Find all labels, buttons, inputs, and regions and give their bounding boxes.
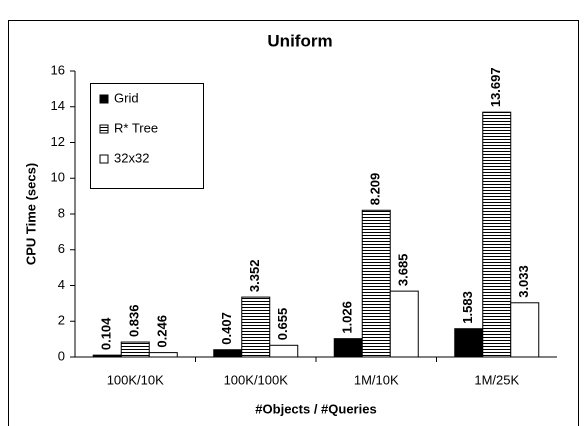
y-axis-label: CPU Time (secs): [23, 163, 38, 265]
bar: [213, 349, 243, 358]
value-label: 0.104: [99, 317, 114, 350]
bar: [269, 344, 299, 358]
y-tick-label: 6: [58, 241, 65, 256]
x-tick-label: 1M/10K: [354, 372, 399, 387]
x-tick-label: 1M/25K: [474, 372, 519, 387]
bar: [361, 209, 391, 358]
bar: [92, 354, 122, 358]
bar: [241, 296, 271, 358]
y-tick-label: 2: [58, 313, 65, 328]
value-label: 1.583: [460, 291, 475, 324]
value-label: 13.697: [488, 67, 503, 107]
value-label: 0.836: [127, 305, 142, 338]
y-tick-label: 16: [51, 62, 65, 77]
bar: [333, 338, 363, 358]
x-axis-label: #Objects / #Queries: [255, 401, 376, 416]
value-label: 8.209: [368, 173, 383, 206]
legend-swatch: [99, 124, 109, 134]
y-tick-label: 12: [51, 134, 65, 149]
bar: [389, 290, 419, 358]
legend-label: Grid: [114, 90, 139, 105]
y-tick-label: 0: [58, 348, 65, 363]
x-tick-label: 100K/100K: [224, 372, 289, 387]
bar: [148, 352, 178, 358]
y-tick-label: 14: [51, 98, 65, 113]
value-label: 0.407: [219, 312, 234, 345]
bar: [482, 111, 512, 358]
bar: [510, 302, 540, 358]
value-label: 3.352: [247, 260, 262, 293]
legend-label: R* Tree: [114, 120, 158, 135]
value-label: 3.033: [516, 265, 531, 298]
y-tick-label: 4: [58, 277, 65, 292]
y-tick-label: 10: [51, 170, 65, 185]
bar: [454, 328, 484, 358]
y-tick-label: 8: [58, 205, 65, 220]
legend-swatch: [99, 94, 109, 104]
value-label: 3.685: [396, 254, 411, 287]
legend-swatch: [99, 154, 109, 164]
value-label: 1.026: [340, 301, 355, 334]
legend-box: [90, 83, 204, 189]
value-label: 0.655: [275, 308, 290, 341]
legend-label: 32x32: [114, 150, 149, 165]
chart-title: Uniform: [267, 31, 332, 50]
x-tick-label: 100K/10K: [107, 372, 164, 387]
value-label: 0.246: [155, 315, 170, 348]
bar: [120, 341, 150, 358]
